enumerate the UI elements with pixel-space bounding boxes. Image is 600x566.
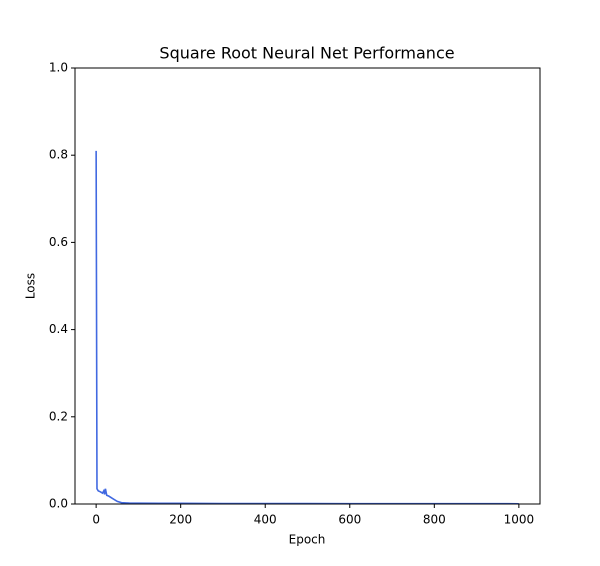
y-tick-label: 0.0 [49, 497, 68, 511]
chart-title: Square Root Neural Net Performance [159, 44, 454, 63]
x-tick-label: 800 [423, 513, 446, 527]
x-tick-label: 0 [92, 513, 100, 527]
x-tick-label: 1000 [504, 513, 535, 527]
y-tick-label: 0.4 [49, 322, 68, 336]
x-axis-label: Epoch [289, 533, 326, 547]
x-tick-label: 200 [169, 513, 192, 527]
y-tick-label: 0.8 [49, 148, 68, 162]
x-tick-label: 600 [338, 513, 361, 527]
plot-frame [74, 67, 541, 505]
y-tick-label: 0.2 [49, 409, 68, 423]
y-tick-label: 0.6 [49, 235, 68, 249]
x-tick-label: 400 [254, 513, 277, 527]
line-series [95, 150, 519, 505]
y-axis-label: Loss [24, 273, 38, 299]
y-tick-label: 1.0 [49, 61, 68, 75]
